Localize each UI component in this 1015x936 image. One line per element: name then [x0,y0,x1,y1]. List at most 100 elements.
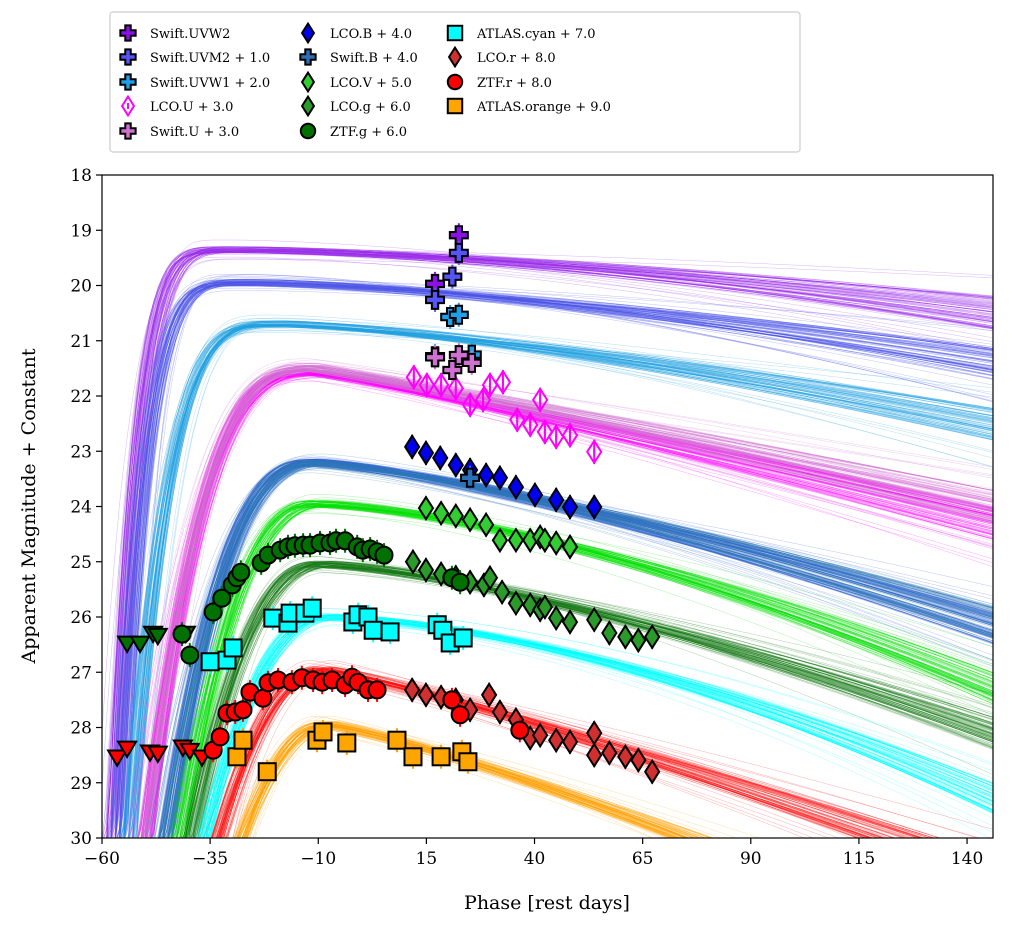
point-lco-g [630,627,647,654]
model-curve [159,460,993,838]
y-axis-label: Apparent Magnitude + Constant [18,348,40,664]
model-curve [119,247,993,838]
point-atlas-orange [257,762,277,782]
model-curve [149,373,993,838]
model-curve [128,358,993,838]
model-curve [111,279,993,838]
y-tick-label: 30 [70,829,92,849]
model-curve [145,372,993,838]
model-curve [137,374,993,838]
model-curve [115,248,993,838]
model-curve [225,727,716,838]
model-curve [188,562,993,838]
model-curves-swift-uvw2 [102,239,993,838]
point-lco-u [461,391,479,418]
model-curve [141,325,993,838]
model-curve [244,726,695,838]
model-curve [234,677,830,838]
model-curve [236,721,701,838]
model-curve [150,370,993,838]
model-curve [143,372,993,838]
model-curve [191,561,993,838]
x-tick-label: −10 [300,849,336,869]
model-curve [176,464,993,838]
model-curve [140,373,993,838]
model-curve [199,559,993,838]
model-curve [147,365,993,838]
legend-label: Swift.B + 4.0 [330,51,418,66]
model-curve [116,246,993,838]
model-curve [145,374,993,838]
model-curve [168,462,993,838]
model-curve [223,668,886,838]
model-curve [171,464,993,838]
point-atlas-orange [458,752,478,772]
legend-label: ATLAS.orange + 9.0 [476,100,611,115]
model-curve [223,671,870,838]
model-curve [123,285,993,838]
model-curves-lco-v [159,494,993,838]
model-curve [220,670,879,838]
model-curve [132,326,993,838]
model-curve [236,721,675,838]
model-curve [151,370,993,838]
model-curve [163,458,993,838]
model-curve [237,721,696,838]
point-lco-r [561,729,579,755]
model-curve [106,250,993,838]
model-curve [159,459,993,838]
model-curve [151,468,993,838]
legend-item: ZTF.r + 8.0 [446,73,552,91]
legend-label: LCO.U + 3.0 [150,100,233,115]
model-curve [114,284,993,838]
model-curve [133,324,993,838]
model-curve [176,458,993,838]
y-tick-label: 21 [70,332,92,352]
point-lco-g [547,605,565,631]
model-curve [133,323,993,838]
y-tick-label: 28 [70,719,92,739]
legend-label: Swift.UVM2 + 1.0 [150,51,270,66]
point-atlas-cyan [223,638,243,658]
model-curve [134,324,993,838]
model-curve [107,252,993,838]
model-curve [114,280,993,838]
model-curve [150,371,993,838]
model-curve [167,462,993,838]
model-curve [141,370,993,838]
point-swift-uvm2 [442,266,463,287]
model-curve [106,252,993,838]
model-curve [163,466,993,838]
point-ztf-g [172,624,192,644]
model-curve [124,274,993,838]
model-curve [115,284,993,838]
model-curve [124,281,993,838]
model-curve [118,290,993,838]
model-curve [217,673,805,838]
model-curve [141,371,993,838]
model-curve [149,458,993,838]
model-curve [136,277,993,838]
model-curve [221,668,924,838]
point-lco-v [477,511,495,538]
model-curve [150,369,993,838]
model-curve [108,279,993,838]
model-curve [115,252,993,838]
model-curve [163,463,993,838]
model-curve [128,325,993,838]
model-curve [145,320,993,838]
model-curve [150,373,993,838]
model-curve [132,324,993,838]
model-curve [145,368,993,838]
model-curve [166,459,993,838]
model-curve [225,668,881,838]
model-curve [151,365,993,838]
model-curve [137,369,993,838]
upper-limit-ztf-g [116,635,138,654]
model-curve [182,467,993,838]
model-curve [171,460,993,838]
model-curve [114,249,993,838]
model-curve [151,377,993,838]
model-curve [142,364,993,838]
model-curve [142,371,993,838]
